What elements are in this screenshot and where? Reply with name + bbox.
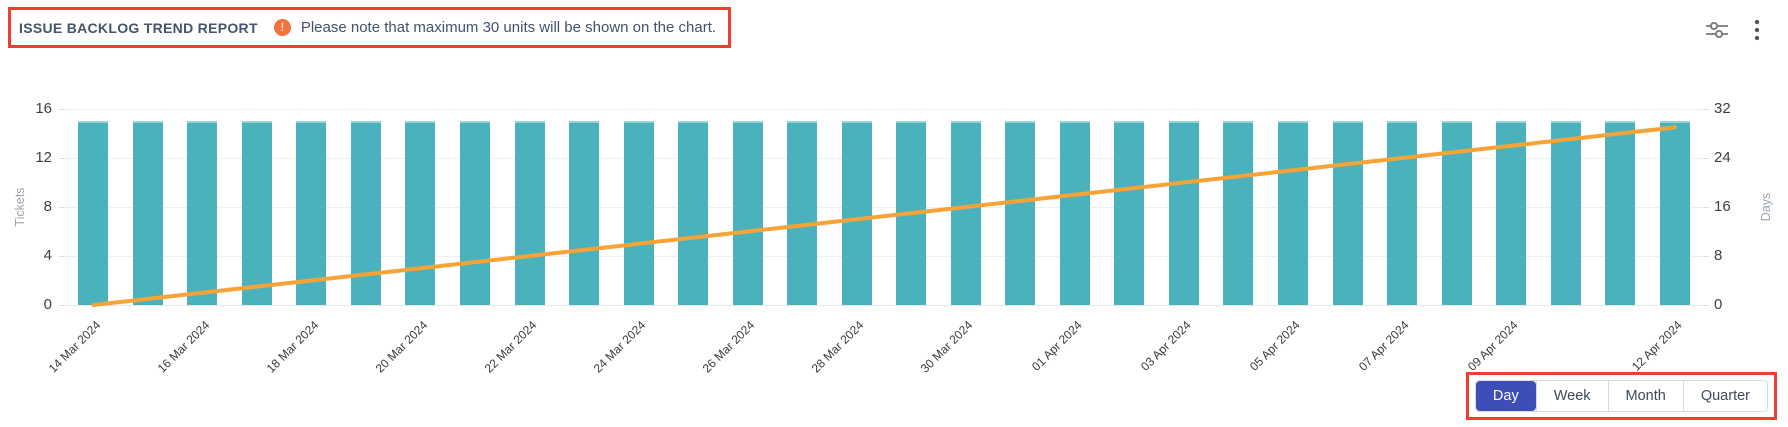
tickets-bar[interactable] <box>1005 121 1036 305</box>
x-axis-date-label: 30 Mar 2024 <box>918 318 976 376</box>
tickets-bar[interactable] <box>405 121 436 305</box>
granularity-button-week[interactable]: Week <box>1535 381 1608 411</box>
tickets-bar[interactable] <box>732 121 763 305</box>
y-axis-tick-right: 8 <box>1714 247 1723 264</box>
x-axis-date-label: 16 Mar 2024 <box>154 318 213 376</box>
tickets-bar[interactable] <box>678 121 709 305</box>
y-axis-tickmark <box>59 256 65 257</box>
tickets-bar[interactable] <box>1278 121 1308 305</box>
tickets-bar[interactable] <box>1550 121 1581 305</box>
x-axis-date-label: 03 Apr 2024 <box>1138 318 1194 374</box>
x-axis-date-label: 22 Mar 2024 <box>481 318 540 376</box>
y-axis-tickmark <box>1703 207 1709 208</box>
tickets-bar[interactable] <box>1114 121 1145 305</box>
report-title: ISSUE BACKLOG TREND REPORT <box>19 19 258 36</box>
y-axis-tick-right: 16 <box>1714 198 1731 215</box>
y-axis-tick-left: 0 <box>43 296 52 313</box>
tickets-bar[interactable] <box>1387 121 1418 305</box>
x-axis-date-label: 26 Mar 2024 <box>700 318 758 376</box>
widget-toolbar <box>1706 19 1768 41</box>
tickets-bar[interactable] <box>1496 121 1527 305</box>
gridline <box>66 305 1702 306</box>
max-units-note: Please note that maximum 30 units will b… <box>300 19 717 36</box>
x-axis-date-label: 14 Mar 2024 <box>45 318 104 376</box>
y-axis-tick-right: 0 <box>1714 296 1723 313</box>
tickets-bar[interactable] <box>1659 121 1690 305</box>
tickets-bar[interactable] <box>78 121 109 305</box>
gridline <box>66 109 1702 110</box>
tickets-bar[interactable] <box>950 121 981 305</box>
granularity-button-day[interactable]: Day <box>1475 381 1536 411</box>
days-trend-line <box>91 125 1677 307</box>
x-axis-date-label: 12 Apr 2024 <box>1628 318 1685 374</box>
tickets-bar[interactable] <box>569 121 600 305</box>
y-axis-tick-left: 12 <box>35 149 52 166</box>
gridline <box>66 256 1702 257</box>
y-axis-tick-left: 4 <box>43 247 52 264</box>
tickets-bar[interactable] <box>623 121 654 305</box>
kebab-menu-icon[interactable] <box>1746 19 1768 41</box>
tickets-bar[interactable] <box>296 121 327 305</box>
x-axis-date-label: 20 Mar 2024 <box>372 318 431 376</box>
x-axis-date-label: 01 Apr 2024 <box>1029 318 1085 374</box>
tickets-bar[interactable] <box>460 121 490 305</box>
y-axis-tickmark <box>1703 109 1709 110</box>
x-axis-date-label: 28 Mar 2024 <box>809 318 867 376</box>
y-axis-tick-right: 24 <box>1714 149 1731 166</box>
y-axis-tick-right: 32 <box>1714 100 1731 117</box>
y-axis-tickmark <box>1703 305 1709 306</box>
y-axis-tickmark <box>59 207 65 208</box>
tickets-bar[interactable] <box>1168 121 1199 305</box>
y-axis-tickmark <box>59 158 65 159</box>
granularity-button-quarter[interactable]: Quarter <box>1682 381 1767 411</box>
annotation-box-controls: Day Week Month Quarter <box>1465 372 1777 420</box>
annotation-box-header: ISSUE BACKLOG TREND REPORT ! Please note… <box>8 7 732 48</box>
tickets-bar[interactable] <box>514 121 545 305</box>
y-axis-tickmark <box>1703 256 1709 257</box>
warning-icon: ! <box>273 19 291 36</box>
x-axis-date-label: 18 Mar 2024 <box>263 318 322 376</box>
tickets-bar[interactable] <box>187 121 218 305</box>
tickets-bar[interactable] <box>241 121 272 305</box>
gridline <box>66 158 1702 159</box>
y-axis-label-days: Days <box>1759 192 1773 222</box>
tickets-bar[interactable] <box>1605 121 1636 305</box>
gridline <box>66 207 1702 208</box>
sliders-icon[interactable] <box>1706 20 1728 40</box>
y-axis-tick-left: 16 <box>35 100 52 117</box>
tickets-bar[interactable] <box>787 121 818 305</box>
y-axis-tickmark <box>59 109 65 110</box>
tickets-bar[interactable] <box>841 121 872 305</box>
granularity-switcher: Day Week Month Quarter <box>1474 380 1768 412</box>
y-axis-tickmark <box>1703 158 1709 159</box>
x-axis-date-label: 24 Mar 2024 <box>590 318 649 376</box>
y-axis-tick-left: 8 <box>43 198 52 215</box>
x-axis-date-label: 07 Apr 2024 <box>1356 318 1412 374</box>
granularity-button-month[interactable]: Month <box>1607 381 1683 411</box>
y-axis-tickmark <box>59 305 65 306</box>
tickets-bar[interactable] <box>1332 121 1363 305</box>
x-axis-date-label: 05 Apr 2024 <box>1247 318 1303 374</box>
tickets-bar[interactable] <box>1059 121 1090 305</box>
tickets-bar[interactable] <box>132 121 163 305</box>
tickets-bar[interactable] <box>1223 121 1254 305</box>
x-axis-date-label: 09 Apr 2024 <box>1465 318 1522 374</box>
